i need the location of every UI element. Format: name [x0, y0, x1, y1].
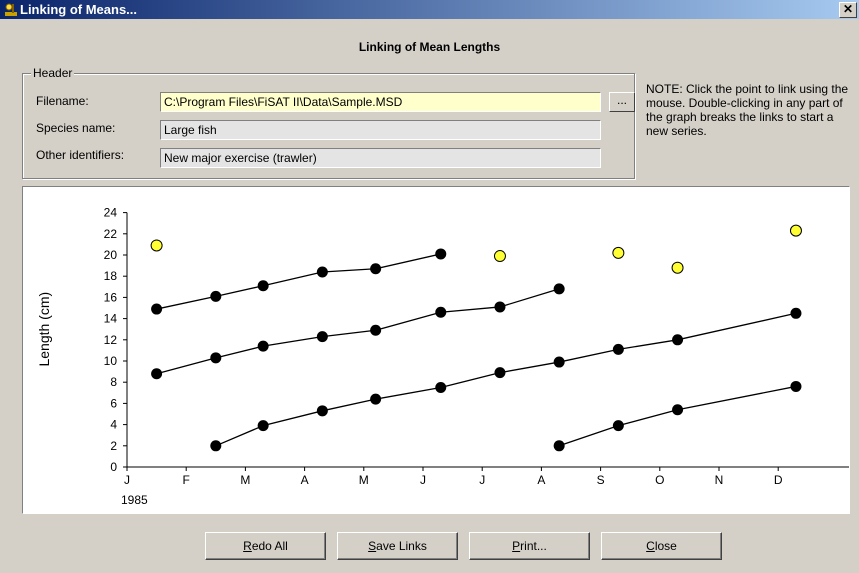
save-links-button[interactable]: Save Links	[337, 532, 458, 560]
dialog-heading: Linking of Mean Lengths	[358, 40, 501, 54]
series-link-line	[558, 385, 797, 447]
unlinked-point	[671, 261, 684, 274]
species-name-field[interactable]: Large fish	[160, 120, 601, 140]
instruction-note: NOTE: Click the point to link using the …	[646, 82, 849, 138]
y-tick-label: 12	[104, 333, 118, 347]
close-button[interactable]: Close	[601, 532, 722, 560]
y-tick-label: 2	[110, 439, 117, 453]
x-tick-label: J	[479, 473, 485, 487]
linked-point	[370, 393, 382, 405]
chart-panel[interactable]: 0 2 4 6 8 10 12 14 16 18 20 22 24 J F M A M J J A S O N D 1985 Len…	[22, 186, 850, 514]
x-tick-label: D	[774, 473, 783, 487]
linked-point	[370, 324, 382, 336]
x-tick-label: M	[240, 473, 250, 487]
redo-all-button[interactable]: Redo All	[205, 532, 326, 560]
linked-point	[494, 301, 506, 313]
linked-point	[435, 306, 447, 318]
x-tick-label: M	[359, 473, 369, 487]
linked-point	[151, 368, 163, 380]
title-bar: Linking of Means... ✕	[0, 0, 859, 19]
y-tick-label: 4	[110, 418, 117, 432]
linked-point	[672, 334, 684, 346]
fisat-app-icon	[5, 3, 17, 16]
linked-point	[257, 420, 269, 432]
linked-point	[672, 404, 684, 416]
linked-point	[435, 248, 447, 260]
filename-label: Filename:	[36, 94, 89, 108]
close-icon: ✕	[842, 2, 854, 16]
x-tick-label: F	[183, 473, 190, 487]
filename-field[interactable]: C:\Program Files\FiSAT II\Data\Sample.MS…	[160, 92, 601, 112]
linked-point	[257, 340, 269, 352]
linked-point	[210, 352, 222, 364]
header-group: Header Filename: C:\Program Files\FiSAT …	[22, 66, 635, 179]
other-identifiers-field[interactable]: New major exercise (trawler)	[160, 148, 601, 168]
linked-point	[612, 420, 624, 432]
x-tick-label: N	[715, 473, 724, 487]
y-tick-label: 0	[110, 460, 117, 474]
y-tick-label: 18	[104, 269, 118, 283]
linked-point	[210, 440, 222, 452]
y-axis-label: Length (cm)	[36, 292, 52, 367]
y-tick-label: 22	[104, 227, 118, 241]
browse-file-button[interactable]: ...	[609, 92, 635, 112]
unlinked-point	[789, 224, 802, 237]
linked-point	[370, 263, 382, 275]
linked-point	[612, 343, 624, 355]
linked-point	[316, 331, 328, 343]
unlinked-point	[493, 250, 506, 263]
linked-point	[553, 283, 565, 295]
y-tick-label: 14	[104, 312, 118, 326]
window-title: Linking of Means...	[20, 2, 138, 17]
year-label: 1985	[121, 493, 148, 507]
y-tick-label: 10	[104, 354, 118, 368]
series-link-line	[215, 312, 797, 447]
linked-point	[210, 290, 222, 302]
linked-point	[790, 380, 802, 392]
y-tick-label: 20	[104, 248, 118, 262]
linked-point	[316, 405, 328, 417]
linked-point	[494, 367, 506, 379]
x-tick-label: A	[537, 473, 545, 487]
series-link-line	[156, 253, 441, 310]
y-tick-label: 6	[110, 396, 117, 410]
print-button[interactable]: Print...	[469, 532, 590, 560]
species-name-label: Species name:	[36, 121, 116, 135]
linked-point	[553, 356, 565, 368]
x-tick-label: S	[597, 473, 605, 487]
series-link-line	[156, 288, 560, 375]
x-tick-label: J	[420, 473, 426, 487]
x-tick-label: O	[655, 473, 664, 487]
y-tick-label: 24	[104, 206, 118, 220]
linked-point	[435, 382, 447, 393]
linked-point	[151, 303, 163, 315]
y-tick-label: 16	[104, 290, 118, 304]
x-tick-label: A	[301, 473, 309, 487]
linked-point	[316, 266, 328, 278]
other-identifiers-label: Other identifiers:	[36, 148, 125, 162]
close-window-button[interactable]: ✕	[839, 2, 857, 18]
x-tick-label: J	[124, 473, 130, 487]
linked-point	[790, 307, 802, 319]
linked-point	[553, 440, 565, 452]
y-tick-label: 8	[110, 375, 117, 389]
linked-point	[257, 280, 269, 292]
header-group-label: Header	[31, 66, 75, 80]
unlinked-point	[150, 239, 163, 252]
unlinked-point	[612, 246, 625, 259]
